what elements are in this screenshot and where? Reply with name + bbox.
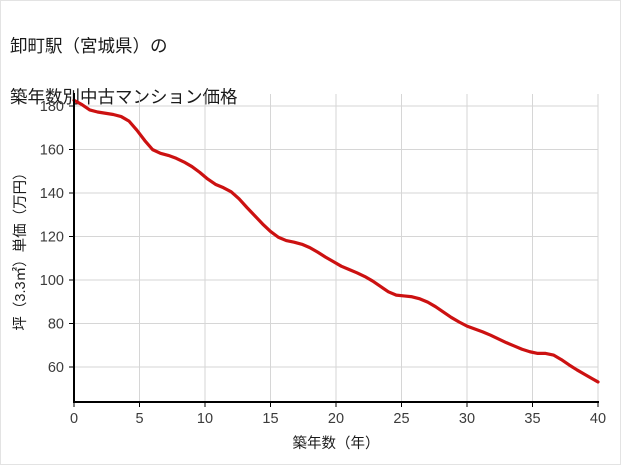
x-axis-title: 築年数（年） [293,434,380,452]
x-tick-label-20: 20 [328,411,344,427]
x-tick-label-30: 30 [459,411,475,427]
y-tick-label-180: 180 [40,99,64,115]
chart-title-line-1: 卸町駅（宮城県）の [10,36,168,57]
x-tick-label-35: 35 [524,411,540,427]
chart-title-line-2: 築年数別中古マンション価格 [10,87,238,108]
y-axis-title: 坪（3.3㎡）単価（万円） [12,165,29,330]
y-tick-label-60: 60 [48,360,64,376]
x-tick-label-5: 5 [135,411,143,427]
x-tick-marks [73,402,599,407]
x-tick-label-25: 25 [393,411,409,427]
x-tick-label-40: 40 [590,411,606,427]
x-tick-label-15: 15 [262,411,278,427]
y-tick-label-140: 140 [40,186,64,202]
y-tick-labels: 180 160 140 120 100 80 60 [40,99,64,376]
y-tick-label-120: 120 [40,230,64,246]
x-tick-label-10: 10 [197,411,213,427]
vertical-gridlines [138,94,599,402]
series-line-tsubo-tanka [72,98,600,384]
x-tick-labels: 0 5 10 15 20 25 30 35 40 [70,411,606,427]
y-tick-label-80: 80 [48,317,64,333]
chart-title: 卸町駅（宮城県）の 築年数別中古マンション価格 [10,9,610,136]
y-tick-marks [69,105,74,368]
y-tick-label-160: 160 [40,143,64,159]
x-tick-label-0: 0 [70,411,78,427]
y-tick-label-100: 100 [40,273,64,289]
data-series-group [72,98,600,384]
